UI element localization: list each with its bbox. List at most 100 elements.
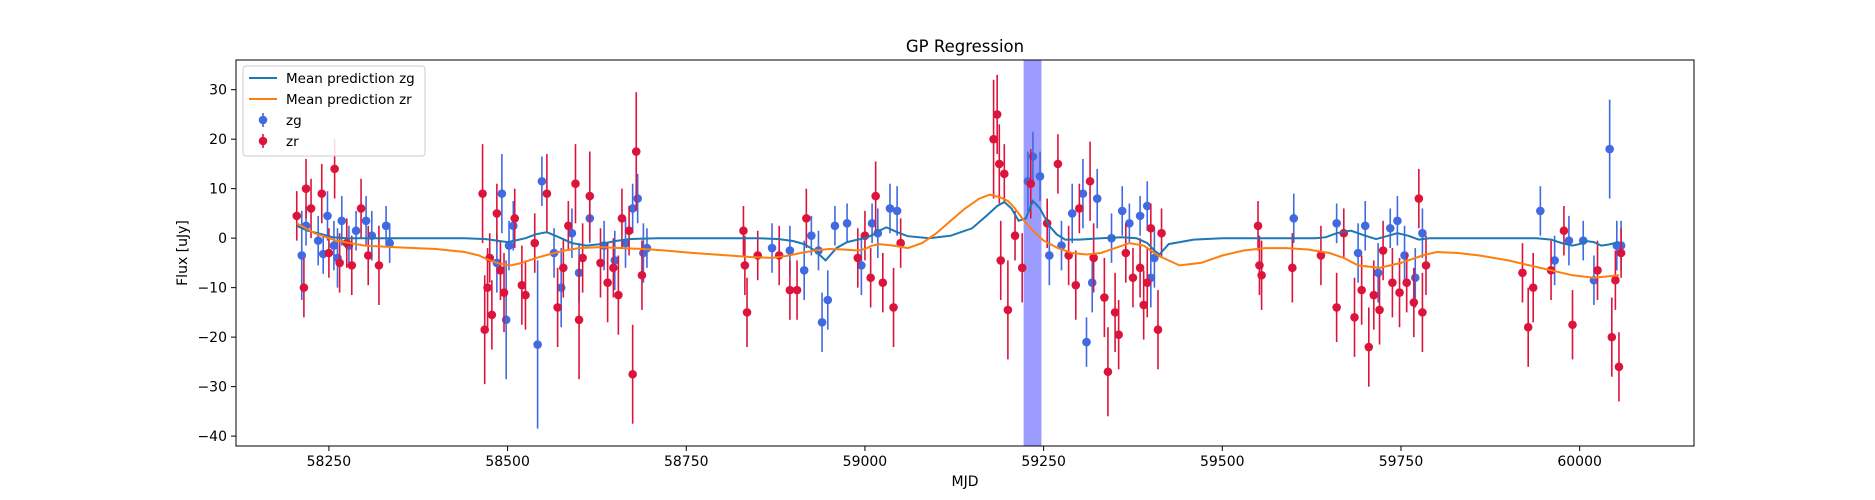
point-zg — [501, 315, 511, 325]
point-zr — [740, 261, 750, 270]
chart-title: GP Regression — [906, 37, 1024, 56]
point-zg — [1373, 268, 1383, 278]
series-zr — [292, 74, 1626, 424]
point-zr — [1128, 273, 1138, 283]
point-zr — [1332, 303, 1341, 312]
point-zr — [1402, 278, 1411, 287]
point-zg — [1142, 201, 1152, 211]
point-zr — [496, 266, 505, 275]
point-zg — [1135, 211, 1145, 221]
point-zg — [1418, 228, 1427, 238]
point-zr — [1257, 270, 1266, 280]
point-zr — [996, 256, 1006, 265]
point-zr — [995, 159, 1004, 169]
point-zg — [323, 211, 332, 221]
point-zg — [537, 176, 547, 186]
point-zr — [1255, 261, 1264, 270]
point-zr — [499, 288, 509, 297]
line-mean-prediction-zg — [296, 199, 1620, 262]
point-zr — [989, 134, 998, 144]
point-zr — [609, 263, 618, 273]
point-zr — [483, 283, 492, 292]
point-zr — [853, 253, 863, 263]
y-axis-label: Flux [uJy] — [175, 220, 191, 286]
point-zg — [1353, 248, 1363, 258]
point-zr — [992, 110, 1002, 119]
legend-box — [242, 65, 426, 157]
point-zg — [313, 236, 323, 245]
point-zr — [1139, 300, 1148, 310]
line-mean-prediction-zr — [296, 193, 1620, 279]
point-zg — [633, 194, 642, 203]
y-tick-label: −40 — [197, 429, 227, 445]
point-zr — [492, 209, 502, 218]
point-zg — [807, 231, 816, 240]
x-tick-label: 58750 — [664, 454, 709, 470]
point-zr — [637, 270, 647, 280]
point-zg — [1028, 152, 1038, 161]
point-zr — [628, 369, 637, 379]
point-zg — [1400, 251, 1409, 260]
point-zr — [1110, 308, 1120, 317]
y-axis: −40 −30 −20 −10 0 10 20 30 — [197, 83, 236, 445]
point-zr — [1085, 176, 1095, 186]
point-zr — [1089, 253, 1098, 263]
point-zr — [1135, 263, 1145, 273]
point-zg — [1360, 221, 1370, 231]
point-zr — [1616, 248, 1626, 258]
point-zr — [871, 191, 880, 201]
point-zr — [487, 310, 497, 320]
point-zr — [1026, 179, 1036, 189]
point-zg — [867, 219, 877, 228]
point-zg — [823, 295, 833, 305]
point-zr — [1414, 194, 1424, 203]
point-zr — [1316, 251, 1326, 260]
point-zr — [1378, 246, 1388, 255]
point-zg — [1125, 219, 1134, 228]
point-zr — [1559, 226, 1569, 236]
y-tick-label: −20 — [197, 330, 227, 346]
point-zr — [356, 204, 366, 213]
legend-swatch-point — [258, 115, 268, 125]
point-zr — [785, 285, 795, 295]
point-zr — [299, 283, 309, 292]
x-tick-label: 59500 — [1200, 454, 1245, 470]
point-zg — [1035, 171, 1045, 181]
point-zr — [1157, 228, 1166, 238]
point-zg — [337, 216, 347, 226]
point-zr — [553, 303, 562, 312]
point-zg — [885, 204, 895, 213]
point-zr — [802, 214, 811, 223]
point-zr — [559, 263, 568, 273]
point-zr — [878, 278, 888, 287]
point-zr — [578, 253, 587, 263]
point-zr — [335, 258, 344, 268]
point-zg — [1078, 189, 1088, 198]
point-zg — [1550, 256, 1559, 265]
point-zr — [324, 248, 334, 258]
point-zg — [1087, 278, 1097, 287]
x-tick-label: 59750 — [1379, 454, 1424, 470]
point-zg — [1385, 223, 1395, 233]
point-zr — [1000, 169, 1009, 179]
point-zr — [596, 258, 605, 268]
point-zg — [1117, 206, 1127, 216]
point-zg — [533, 340, 542, 349]
point-zr — [742, 308, 752, 317]
point-zg — [1332, 219, 1341, 228]
point-zr — [574, 315, 584, 325]
legend-label: zg — [286, 113, 302, 129]
point-zr — [617, 214, 627, 223]
point-zr — [753, 251, 763, 260]
point-zr — [1395, 288, 1404, 297]
point-zr — [521, 290, 530, 300]
point-zr — [530, 238, 540, 248]
x-tick-label: 58250 — [307, 454, 352, 470]
point-zr — [571, 179, 580, 189]
point-zg — [1092, 194, 1102, 203]
y-tick-label: −30 — [197, 380, 227, 396]
legend-label: zr — [286, 134, 299, 150]
y-tick-label: 30 — [209, 83, 227, 99]
y-tick-label: 0 — [218, 231, 227, 247]
